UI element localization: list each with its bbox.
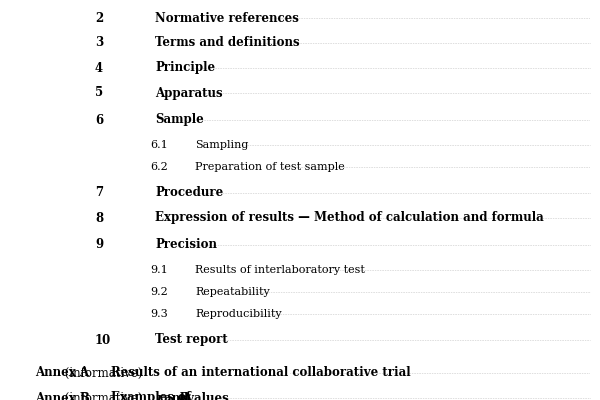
Text: Test report: Test report bbox=[155, 334, 228, 346]
Text: Precision: Precision bbox=[155, 238, 217, 252]
Text: Sample: Sample bbox=[155, 114, 204, 126]
Text: 8: 8 bbox=[95, 212, 103, 224]
Text: (informative): (informative) bbox=[61, 366, 146, 380]
Text: r: r bbox=[156, 392, 163, 400]
Text: Annex B: Annex B bbox=[35, 392, 90, 400]
Text: Principle: Principle bbox=[155, 62, 215, 74]
Text: 3: 3 bbox=[95, 36, 103, 50]
Text: Sampling: Sampling bbox=[195, 140, 248, 150]
Text: 4: 4 bbox=[95, 62, 103, 74]
Text: and: and bbox=[160, 392, 193, 400]
Text: R: R bbox=[179, 392, 188, 400]
Text: 9.2: 9.2 bbox=[150, 287, 168, 297]
Text: 9.3: 9.3 bbox=[150, 309, 168, 319]
Text: Repeatability: Repeatability bbox=[195, 287, 270, 297]
Text: Apparatus: Apparatus bbox=[155, 86, 223, 100]
Text: 6.2: 6.2 bbox=[150, 162, 168, 172]
Text: Expression of results — Method of calculation and formula: Expression of results — Method of calcul… bbox=[155, 212, 544, 224]
Text: 5: 5 bbox=[95, 86, 103, 100]
Text: 6.1: 6.1 bbox=[150, 140, 168, 150]
Text: Annex A: Annex A bbox=[35, 366, 89, 380]
Text: Examples of: Examples of bbox=[111, 392, 195, 400]
Text: Preparation of test sample: Preparation of test sample bbox=[195, 162, 345, 172]
Text: Normative references: Normative references bbox=[155, 12, 299, 24]
Text: Procedure: Procedure bbox=[155, 186, 223, 200]
Text: Results of interlaboratory test: Results of interlaboratory test bbox=[195, 265, 365, 275]
Text: 7: 7 bbox=[95, 186, 103, 200]
Text: (informative): (informative) bbox=[61, 392, 146, 400]
Text: Reproducibility: Reproducibility bbox=[195, 309, 281, 319]
Text: Terms and definitions: Terms and definitions bbox=[155, 36, 299, 50]
Text: 10: 10 bbox=[95, 334, 111, 346]
Text: values: values bbox=[182, 392, 228, 400]
Text: 9.1: 9.1 bbox=[150, 265, 168, 275]
Text: 6: 6 bbox=[95, 114, 103, 126]
Text: Results of an international collaborative trial: Results of an international collaborativ… bbox=[111, 366, 411, 380]
Text: 9: 9 bbox=[95, 238, 103, 252]
Text: 2: 2 bbox=[95, 12, 103, 24]
